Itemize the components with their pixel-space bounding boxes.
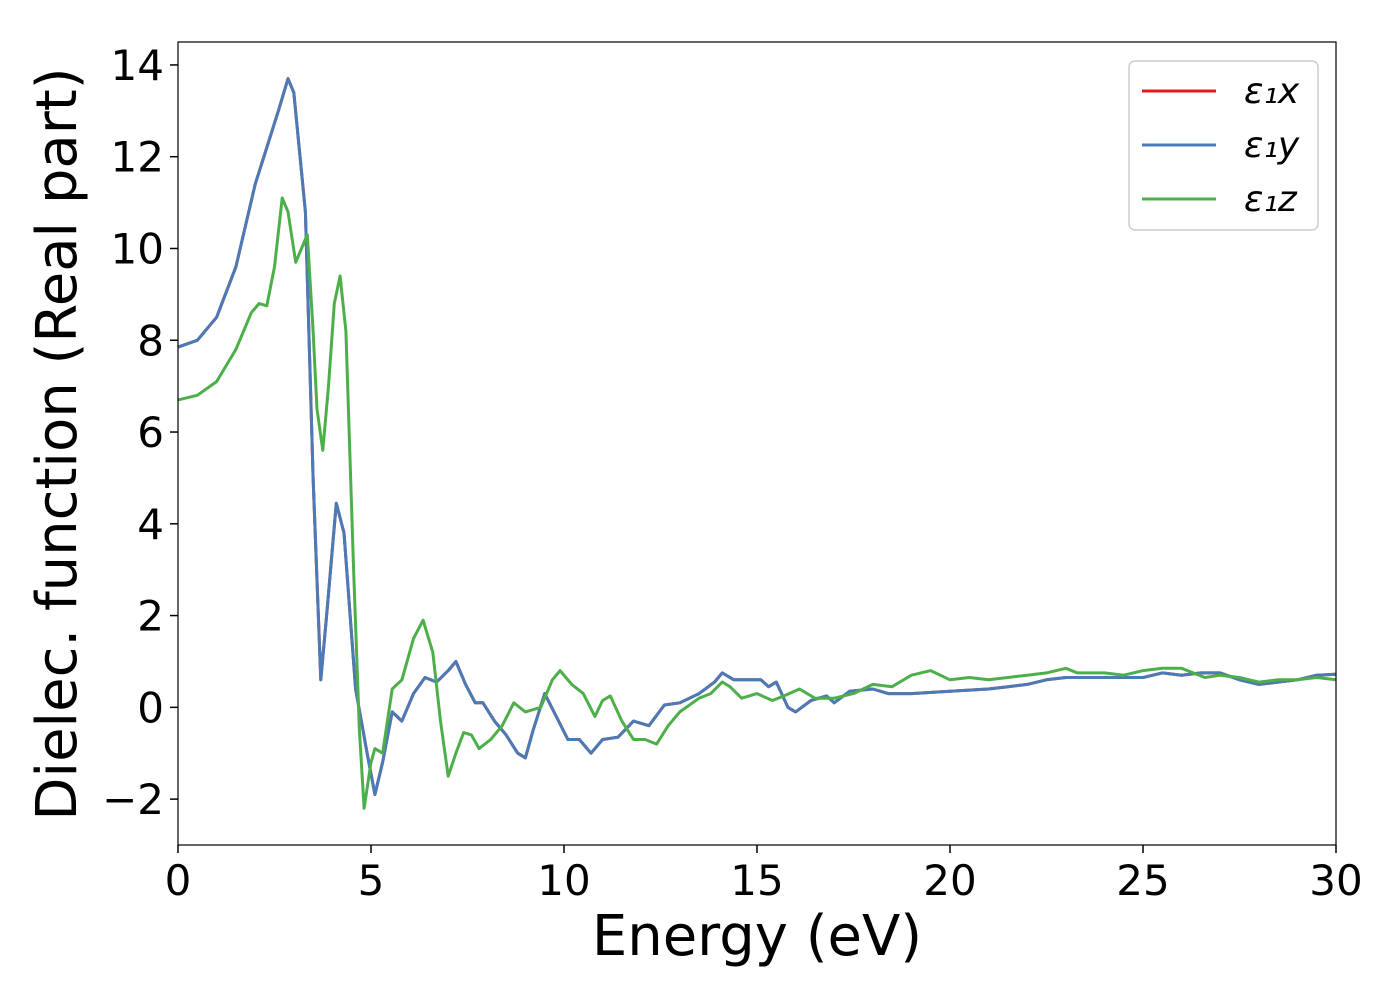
y-tick-label: 2 xyxy=(137,592,164,641)
y-tick-label: 0 xyxy=(137,683,164,732)
legend-label-1: ε₁x xyxy=(1244,71,1300,112)
legend-box xyxy=(1128,60,1319,231)
y-tick-label: 12 xyxy=(111,133,164,182)
x-tick-label: 20 xyxy=(923,856,976,905)
x-tick-label: 5 xyxy=(358,856,385,905)
y-tick-label: −2 xyxy=(102,775,164,824)
x-tick-label: 10 xyxy=(537,856,590,905)
series-line-3 xyxy=(177,196,1337,810)
legend: ε₁x ε₁y ε₁z xyxy=(1128,60,1319,231)
x-tick-label: 25 xyxy=(1116,856,1169,905)
legend-label-3: ε₁z xyxy=(1244,179,1298,220)
y-axis: −2 0 2 4 6 8 10 12 14 xyxy=(102,41,178,824)
y-tick-label: 14 xyxy=(111,41,164,90)
legend-label-2: ε₁y xyxy=(1244,125,1300,166)
y-tick-label: 6 xyxy=(137,408,164,457)
y-tick-label: 10 xyxy=(111,224,164,273)
series-line-2 xyxy=(177,77,1337,796)
x-axis-title: Energy (eV) xyxy=(592,904,922,969)
x-tick-label: 15 xyxy=(730,856,783,905)
x-tick-label: 30 xyxy=(1309,856,1362,905)
y-axis-title: Dielec. function (Real part) xyxy=(25,67,90,820)
series-layer xyxy=(177,77,1337,810)
y-tick-label: 8 xyxy=(137,316,164,365)
y-tick-label: 4 xyxy=(137,500,164,549)
x-axis: 0 5 10 15 20 25 30 xyxy=(165,845,1363,905)
x-tick-label: 0 xyxy=(165,856,192,905)
